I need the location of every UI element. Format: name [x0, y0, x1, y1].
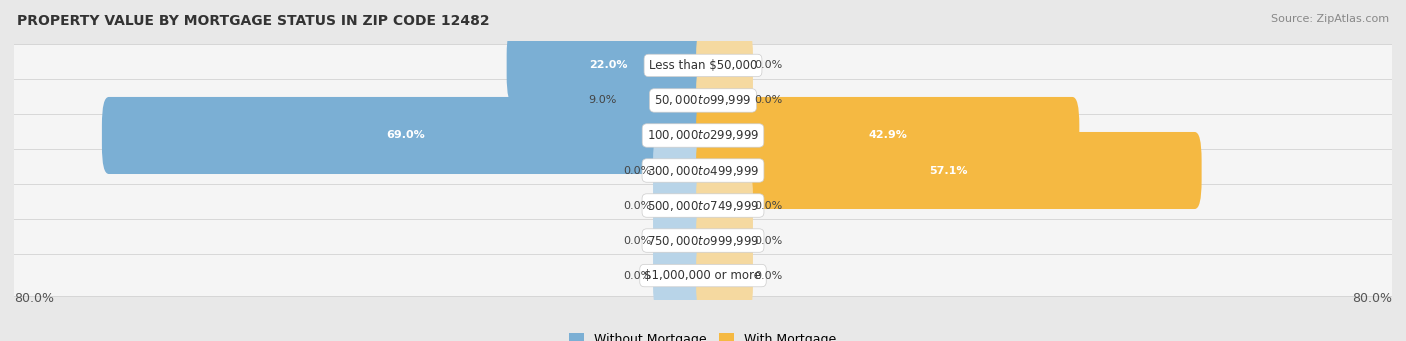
Text: 9.0%: 9.0%	[589, 95, 617, 105]
FancyBboxPatch shape	[0, 184, 1406, 226]
Text: 0.0%: 0.0%	[755, 270, 783, 281]
Text: $50,000 to $99,999: $50,000 to $99,999	[654, 93, 752, 107]
Text: Source: ZipAtlas.com: Source: ZipAtlas.com	[1271, 14, 1389, 24]
FancyBboxPatch shape	[652, 132, 710, 209]
Text: $1,000,000 or more: $1,000,000 or more	[644, 269, 762, 282]
Text: $100,000 to $299,999: $100,000 to $299,999	[647, 129, 759, 143]
Text: 69.0%: 69.0%	[387, 131, 425, 140]
Text: 0.0%: 0.0%	[623, 201, 651, 210]
Text: 22.0%: 22.0%	[589, 60, 627, 71]
FancyBboxPatch shape	[696, 97, 1080, 174]
FancyBboxPatch shape	[506, 27, 710, 104]
FancyBboxPatch shape	[0, 149, 1406, 192]
Legend: Without Mortgage, With Mortgage: Without Mortgage, With Mortgage	[564, 328, 842, 341]
FancyBboxPatch shape	[0, 220, 1406, 262]
FancyBboxPatch shape	[0, 79, 1406, 121]
Text: 80.0%: 80.0%	[14, 292, 53, 305]
FancyBboxPatch shape	[696, 202, 754, 279]
FancyBboxPatch shape	[696, 167, 754, 244]
Text: PROPERTY VALUE BY MORTGAGE STATUS IN ZIP CODE 12482: PROPERTY VALUE BY MORTGAGE STATUS IN ZIP…	[17, 14, 489, 28]
FancyBboxPatch shape	[619, 62, 710, 139]
FancyBboxPatch shape	[652, 167, 710, 244]
FancyBboxPatch shape	[0, 115, 1406, 157]
Text: $500,000 to $749,999: $500,000 to $749,999	[647, 198, 759, 212]
Text: 0.0%: 0.0%	[623, 270, 651, 281]
FancyBboxPatch shape	[696, 62, 754, 139]
Text: 42.9%: 42.9%	[869, 131, 907, 140]
Text: 0.0%: 0.0%	[755, 201, 783, 210]
Text: Less than $50,000: Less than $50,000	[648, 59, 758, 72]
Text: 0.0%: 0.0%	[623, 165, 651, 176]
FancyBboxPatch shape	[0, 254, 1406, 297]
Text: $300,000 to $499,999: $300,000 to $499,999	[647, 163, 759, 178]
FancyBboxPatch shape	[652, 237, 710, 314]
Text: 80.0%: 80.0%	[1353, 292, 1392, 305]
FancyBboxPatch shape	[652, 202, 710, 279]
Text: 0.0%: 0.0%	[623, 236, 651, 246]
Text: 0.0%: 0.0%	[755, 60, 783, 71]
FancyBboxPatch shape	[101, 97, 710, 174]
Text: $750,000 to $999,999: $750,000 to $999,999	[647, 234, 759, 248]
FancyBboxPatch shape	[696, 132, 1202, 209]
FancyBboxPatch shape	[0, 44, 1406, 87]
FancyBboxPatch shape	[696, 237, 754, 314]
Text: 57.1%: 57.1%	[929, 165, 969, 176]
Text: 0.0%: 0.0%	[755, 95, 783, 105]
Text: 0.0%: 0.0%	[755, 236, 783, 246]
FancyBboxPatch shape	[696, 27, 754, 104]
